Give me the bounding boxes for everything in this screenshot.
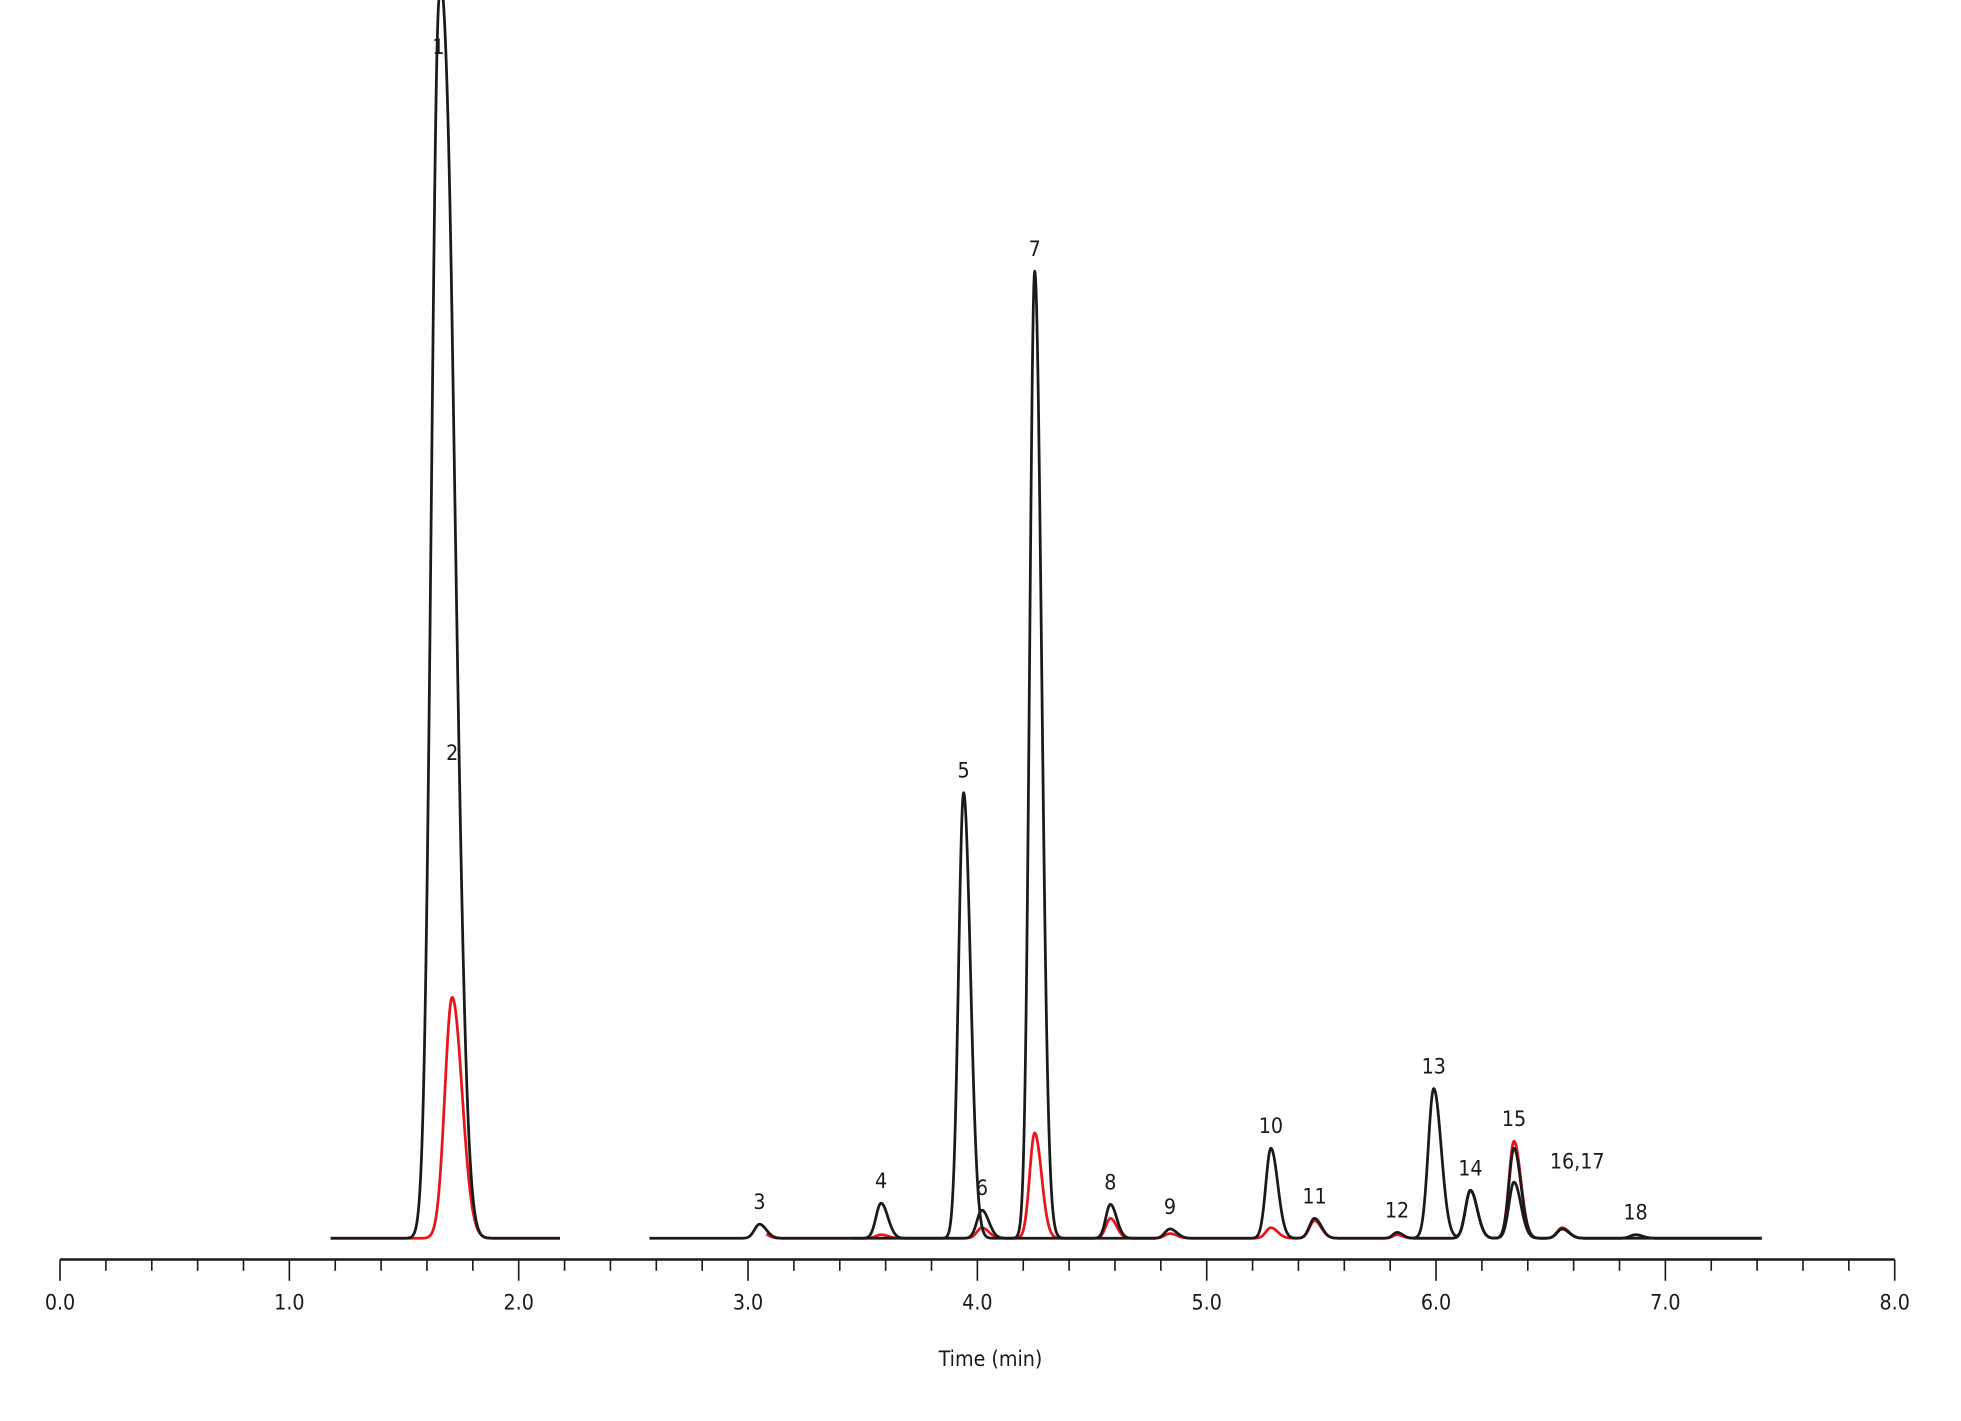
x-tick-label: 6.0 bbox=[1421, 1291, 1451, 1316]
peak-label: 7 bbox=[1029, 237, 1041, 262]
x-tick-label: 2.0 bbox=[503, 1291, 533, 1316]
x-tick-label: 3.0 bbox=[733, 1291, 763, 1316]
black-trace bbox=[850, 1201, 1158, 1240]
peak-label: 16,17 bbox=[1550, 1150, 1605, 1175]
peak-label: 15 bbox=[1502, 1107, 1526, 1132]
x-tick-label: 4.0 bbox=[962, 1291, 992, 1316]
peak-label: 18 bbox=[1623, 1201, 1647, 1226]
black-trace bbox=[329, 0, 561, 1240]
x-tick-label: 1.0 bbox=[274, 1291, 304, 1316]
peak-label: 13 bbox=[1422, 1055, 1446, 1080]
peak-label: 6 bbox=[976, 1176, 988, 1201]
peak-label: 3 bbox=[753, 1190, 765, 1215]
x-tick-label: 0.0 bbox=[45, 1291, 75, 1316]
black-trace bbox=[1412, 1180, 1763, 1240]
peak-label: 4 bbox=[875, 1169, 887, 1194]
peak-label: 2 bbox=[446, 741, 458, 766]
x-tick-label: 8.0 bbox=[1880, 1291, 1910, 1316]
black-trace bbox=[648, 269, 1763, 1240]
peak-label: 12 bbox=[1385, 1198, 1409, 1223]
peak-label: 11 bbox=[1302, 1184, 1326, 1209]
x-axis-title: Time (min) bbox=[938, 1347, 1043, 1372]
peak-label: 10 bbox=[1259, 1114, 1283, 1139]
x-axis: 0.0 1.0 2.0 3.0 4.0 5.0 6.0 7.0 8.0 bbox=[45, 1258, 1910, 1316]
peak-label: 14 bbox=[1458, 1156, 1482, 1181]
peak-label: 1 bbox=[432, 35, 444, 60]
red-trace bbox=[329, 996, 561, 1240]
red-trace bbox=[765, 1131, 1763, 1240]
traces bbox=[329, 0, 1763, 1240]
peak-label: 9 bbox=[1164, 1195, 1176, 1220]
peak-label: 5 bbox=[958, 759, 970, 784]
x-tick-label: 5.0 bbox=[1192, 1291, 1222, 1316]
x-tick-label: 7.0 bbox=[1650, 1291, 1680, 1316]
peak-label: 8 bbox=[1104, 1170, 1116, 1195]
